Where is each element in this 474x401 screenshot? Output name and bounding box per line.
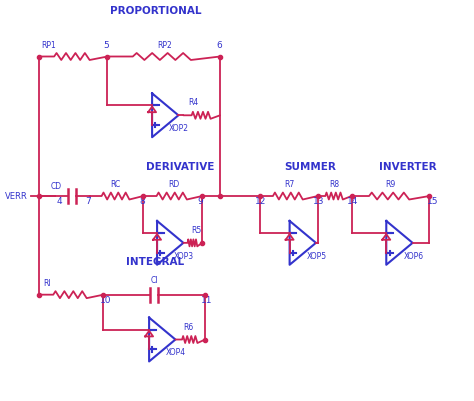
- Text: 4: 4: [56, 197, 62, 206]
- Text: R9: R9: [385, 180, 396, 189]
- Text: 11: 11: [201, 296, 213, 305]
- Text: RP1: RP1: [42, 41, 56, 50]
- Text: VERR: VERR: [5, 192, 27, 200]
- Text: 5: 5: [103, 41, 109, 50]
- Text: 10: 10: [100, 296, 111, 305]
- Text: RC: RC: [110, 180, 121, 189]
- Text: 13: 13: [313, 197, 324, 206]
- Text: PROPORTIONAL: PROPORTIONAL: [109, 6, 201, 16]
- Text: R6: R6: [183, 322, 194, 332]
- Text: 7: 7: [85, 197, 91, 206]
- Text: SUMMER: SUMMER: [284, 162, 336, 172]
- Text: RD: RD: [168, 180, 180, 189]
- Text: 12: 12: [255, 197, 266, 206]
- Text: 6: 6: [216, 41, 222, 50]
- Text: R5: R5: [191, 226, 201, 235]
- Text: XOP5: XOP5: [307, 252, 327, 261]
- Text: DERIVATIVE: DERIVATIVE: [146, 162, 214, 172]
- Text: 9: 9: [197, 197, 203, 206]
- Text: 8: 8: [139, 197, 145, 206]
- Text: 14: 14: [346, 197, 358, 206]
- Text: RI: RI: [44, 279, 51, 288]
- Text: CI: CI: [150, 276, 158, 285]
- Text: 15: 15: [428, 197, 439, 206]
- Text: XOP3: XOP3: [174, 252, 194, 261]
- Text: RP2: RP2: [157, 41, 172, 50]
- Text: INVERTER: INVERTER: [379, 162, 436, 172]
- Text: XOP4: XOP4: [166, 348, 186, 357]
- Text: R8: R8: [330, 180, 340, 189]
- Text: XOP6: XOP6: [403, 252, 424, 261]
- Text: INTEGRAL: INTEGRAL: [126, 257, 184, 267]
- Text: XOP2: XOP2: [169, 124, 189, 133]
- Text: R4: R4: [188, 98, 199, 107]
- Text: R7: R7: [284, 180, 294, 189]
- Text: CD: CD: [51, 182, 62, 191]
